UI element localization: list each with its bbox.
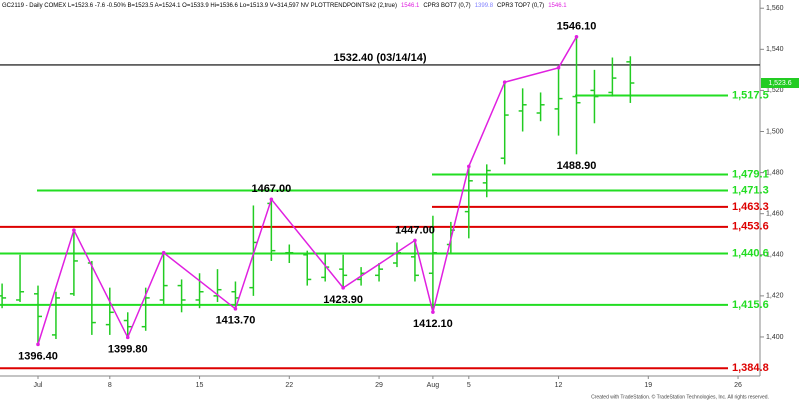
- trend-point: [72, 228, 76, 232]
- y-tick-label: 1,520: [766, 87, 784, 94]
- y-tick-label: 1,420: [766, 293, 784, 300]
- swing-label: 1423.90: [323, 294, 363, 306]
- swing-label: 1396.40: [18, 350, 58, 362]
- trend-point: [413, 238, 417, 243]
- level-label: 1,471.3: [732, 184, 769, 196]
- x-tick-label: 15: [196, 382, 204, 389]
- y-tick-label: 1,500: [766, 128, 784, 135]
- trend-point: [556, 66, 561, 70]
- header-part: 1546.1: [401, 3, 420, 9]
- trend-point: [36, 342, 40, 347]
- swing-label: 1546.10: [557, 21, 597, 33]
- swing-label: 1413.70: [216, 315, 256, 327]
- trend-point: [125, 335, 130, 340]
- swing-label: 1467.00: [251, 183, 291, 195]
- x-tick-label: 22: [285, 382, 293, 389]
- swing-label: 1447.00: [395, 224, 435, 236]
- header-part: GC2119 - Daily COMEX L=1523.6 -7.6 -0.50…: [2, 3, 397, 9]
- y-tick-label: 1,460: [766, 211, 784, 218]
- level-label: 1,463.3: [732, 201, 769, 213]
- header-part: 1399.8: [475, 3, 494, 9]
- x-tick-label: Jul: [34, 382, 43, 389]
- swing-label: 1412.10: [413, 318, 453, 330]
- level-label: 1,453.6: [732, 221, 769, 233]
- header-part: CPR3 TOP7 (0,7): [497, 3, 544, 9]
- trend-point: [574, 34, 579, 39]
- trend-point: [341, 286, 345, 290]
- last-price-label: 1,523.6: [768, 80, 791, 87]
- trend-point: [431, 310, 435, 314]
- level-label: 1,415.6: [732, 299, 769, 311]
- swing-label: 1488.90: [557, 160, 597, 172]
- trend-point: [269, 197, 274, 202]
- x-tick-label: 12: [555, 382, 563, 389]
- x-tick-label: Aug: [427, 382, 440, 389]
- level-label: 1,517.5: [732, 89, 769, 101]
- trend-point: [502, 80, 507, 84]
- level-label: 1,384.8: [732, 362, 769, 374]
- swing-label: 1399.80: [108, 343, 148, 355]
- trend-point: [161, 250, 166, 255]
- trend-point: [233, 307, 238, 311]
- chart-header: GC2119 - Daily COMEX L=1523.6 -7.6 -0.50…: [2, 3, 567, 9]
- reference-label: 1532.40 (03/14/14): [334, 52, 427, 64]
- level-label: 1,479.1: [732, 168, 769, 180]
- trend-point: [467, 164, 471, 169]
- y-tick-label: 1,480: [766, 169, 784, 176]
- y-tick-label: 1,540: [766, 46, 784, 53]
- x-tick-label: 26: [734, 382, 742, 389]
- y-tick-label: 1,400: [766, 334, 784, 341]
- y-tick-label: 1,440: [766, 252, 784, 259]
- last-price-box: [761, 78, 799, 89]
- x-tick-label: 29: [375, 382, 383, 389]
- level-label: 1,440.6: [732, 247, 769, 259]
- x-tick-label: 19: [644, 382, 652, 389]
- header-part: CPR3 BOT7 (0,7): [423, 3, 470, 9]
- x-tick-label: 5: [467, 382, 471, 389]
- header-part: 1546.1: [548, 3, 567, 9]
- footer: Created with TradeStation. © TradeStatio…: [591, 393, 769, 400]
- x-tick-label: 8: [108, 382, 112, 389]
- y-tick-label: 1,560: [766, 5, 784, 12]
